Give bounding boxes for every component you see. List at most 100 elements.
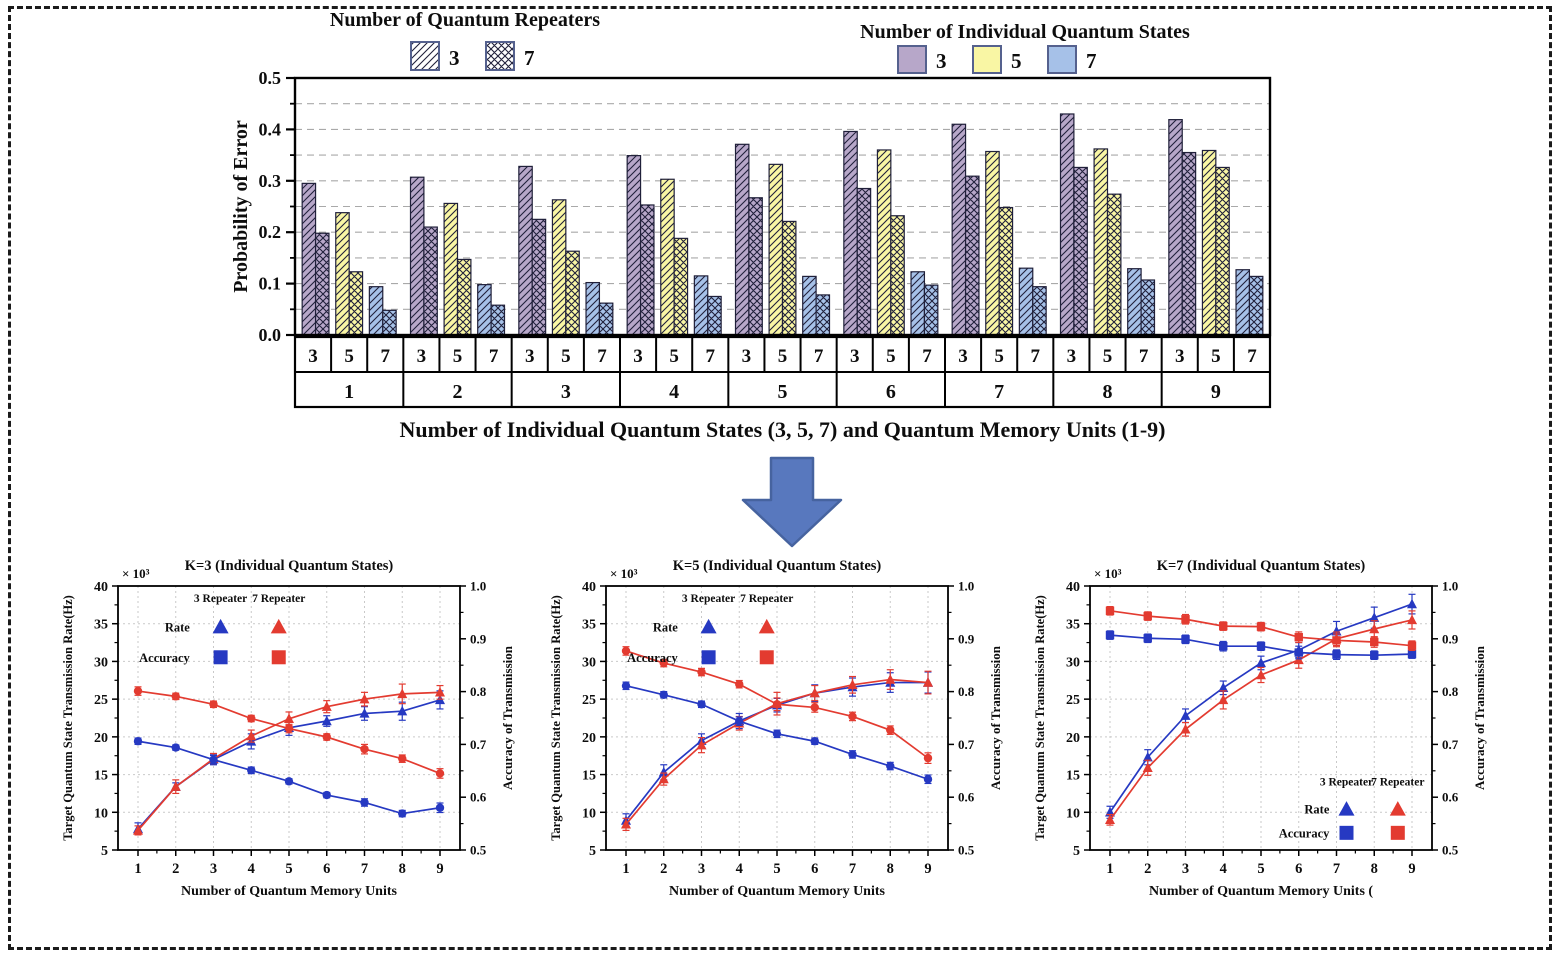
figure-dashed-border: [8, 6, 1552, 950]
marker-triangle: [1218, 682, 1229, 693]
right-tick-label: 0.7: [470, 737, 487, 752]
x-tick-label: 1: [1106, 861, 1113, 877]
left-axis-label: Target Quantum State Transmission Rate(H…: [61, 595, 75, 841]
scale-note: × 10³: [610, 566, 638, 581]
state-cell-label: 3: [633, 346, 643, 367]
marker-triangle: [696, 739, 707, 750]
x-tick-label: 3: [1182, 861, 1189, 877]
unit-cell-label: 7: [994, 381, 1004, 403]
marker-circle: [435, 803, 445, 812]
bar-hatch-overlay: [1235, 269, 1251, 336]
marker-circle: [171, 743, 180, 752]
marker-triangle: [133, 824, 143, 835]
marker-circle: [659, 658, 668, 668]
left-tick-label: 30: [582, 655, 596, 670]
right-tick-label: 1.0: [1442, 579, 1458, 594]
marker-square: [1219, 641, 1228, 651]
bar-hatch-overlay: [1181, 151, 1197, 336]
series-accuracy-3-repeater: [133, 737, 445, 818]
marker-triangle: [1256, 657, 1266, 668]
unit-cell-label: 6: [886, 381, 896, 403]
state-cell-label: 3: [1067, 346, 1077, 367]
marker-triangle: [809, 687, 820, 698]
marker-square: [1256, 622, 1266, 631]
legend-rate-marker: [212, 618, 229, 634]
bar-hatch-overlay: [1106, 193, 1122, 336]
unit-cell-label: 9: [1211, 381, 1221, 403]
state-cell-label: 5: [669, 346, 679, 367]
state-cell-label: 7: [922, 346, 932, 367]
legend-accuracy-marker: [271, 650, 286, 665]
state-cell-label: 5: [453, 346, 463, 367]
down-arrow-svg: [741, 456, 843, 548]
marker-circle: [398, 754, 407, 763]
left-tick-label: 25: [582, 693, 596, 708]
y-tick-label: 0.0: [259, 325, 282, 345]
marker-triangle: [1331, 625, 1342, 636]
bar-hatch-overlay: [423, 226, 438, 336]
unit-cell-label: 3: [561, 381, 571, 403]
marker-square: [1105, 606, 1115, 616]
marker-square: [1332, 650, 1341, 659]
bar-hatch-overlay: [815, 294, 831, 336]
marker-triangle: [359, 693, 370, 704]
marker-circle: [848, 712, 857, 721]
legend-entry-label: 3: [936, 49, 947, 73]
bar-hatch-overlay: [531, 218, 547, 336]
marker-triangle: [1369, 612, 1380, 622]
x-tick-label: 6: [323, 861, 330, 877]
left-tick-label: 20: [1066, 731, 1080, 746]
bar-hatch-overlay: [802, 275, 817, 336]
legend-entry-label: 3: [449, 46, 460, 70]
state-cell-label: 7: [706, 346, 716, 367]
marker-triangle: [1180, 710, 1191, 720]
x-tick-label: 1: [622, 861, 629, 877]
marker-circle: [735, 680, 744, 689]
marker-circle: [848, 750, 857, 759]
state-cell-label: 7: [814, 346, 824, 367]
marker-triangle: [885, 674, 896, 684]
bar-hatch-overlay: [843, 130, 858, 336]
marker-triangle: [621, 818, 631, 829]
error-probability-bar-chart: 0.0 0.1 0.2 0.3 0.4 0.5 Probability of Error Nu…: [225, 0, 1285, 455]
marker-circle: [209, 755, 218, 764]
marker-circle: [322, 790, 331, 800]
state-cell-label: 5: [994, 346, 1004, 367]
legend-entry-label: 7: [524, 46, 535, 70]
marker-circle: [697, 700, 706, 709]
bar-hatch-overlay: [768, 163, 784, 336]
k5-svg: 5 10 15 20 25 30 35 40 0.5 0.6 0.7 0.8 0.9 1.0 1 2 3 4 5 6 7…: [549, 558, 1003, 899]
y-tick-label: 0.3: [259, 171, 282, 191]
bar-hatch-overlay: [951, 123, 967, 336]
marker-circle: [247, 714, 256, 723]
marker-triangle: [1407, 598, 1417, 609]
y-tick-label: 0.2: [259, 222, 282, 242]
series-accuracy-7-repeater: [133, 686, 445, 779]
state-cell-label: 3: [958, 346, 968, 367]
bar-hatch-overlay: [660, 178, 675, 336]
x-tick-label: 8: [399, 861, 406, 877]
marker-circle: [209, 700, 218, 709]
bar-hatch-overlay: [781, 220, 797, 336]
legend-row-label: Rate: [165, 620, 190, 634]
legend-quantum-repeaters: Number of Quantum Repeaters 3 7: [330, 9, 600, 71]
left-tick-label: 25: [94, 693, 108, 708]
x-tick-label: 4: [1220, 861, 1227, 877]
left-tick-label: 10: [582, 806, 596, 821]
right-tick-label: 0.5: [1442, 843, 1459, 858]
legend-title: Number of Quantum Repeaters: [330, 9, 600, 31]
marker-triangle: [1218, 694, 1229, 705]
legend-column-header: 7 Repeater: [740, 593, 793, 605]
legend-column-header: 3 Repeater: [194, 593, 247, 605]
marker-circle: [621, 646, 631, 656]
marker-circle: [247, 766, 256, 775]
legend-accuracy-marker: [759, 650, 774, 665]
state-cell-label: 5: [561, 346, 571, 367]
legend-swatch-7: [1047, 45, 1077, 74]
right-tick-label: 0.9: [1442, 631, 1459, 646]
bar-hatch-overlay: [1059, 113, 1075, 336]
left-tick-label: 40: [1066, 580, 1080, 595]
legend-swatch-3: [897, 45, 927, 74]
marker-square: [1407, 649, 1417, 659]
